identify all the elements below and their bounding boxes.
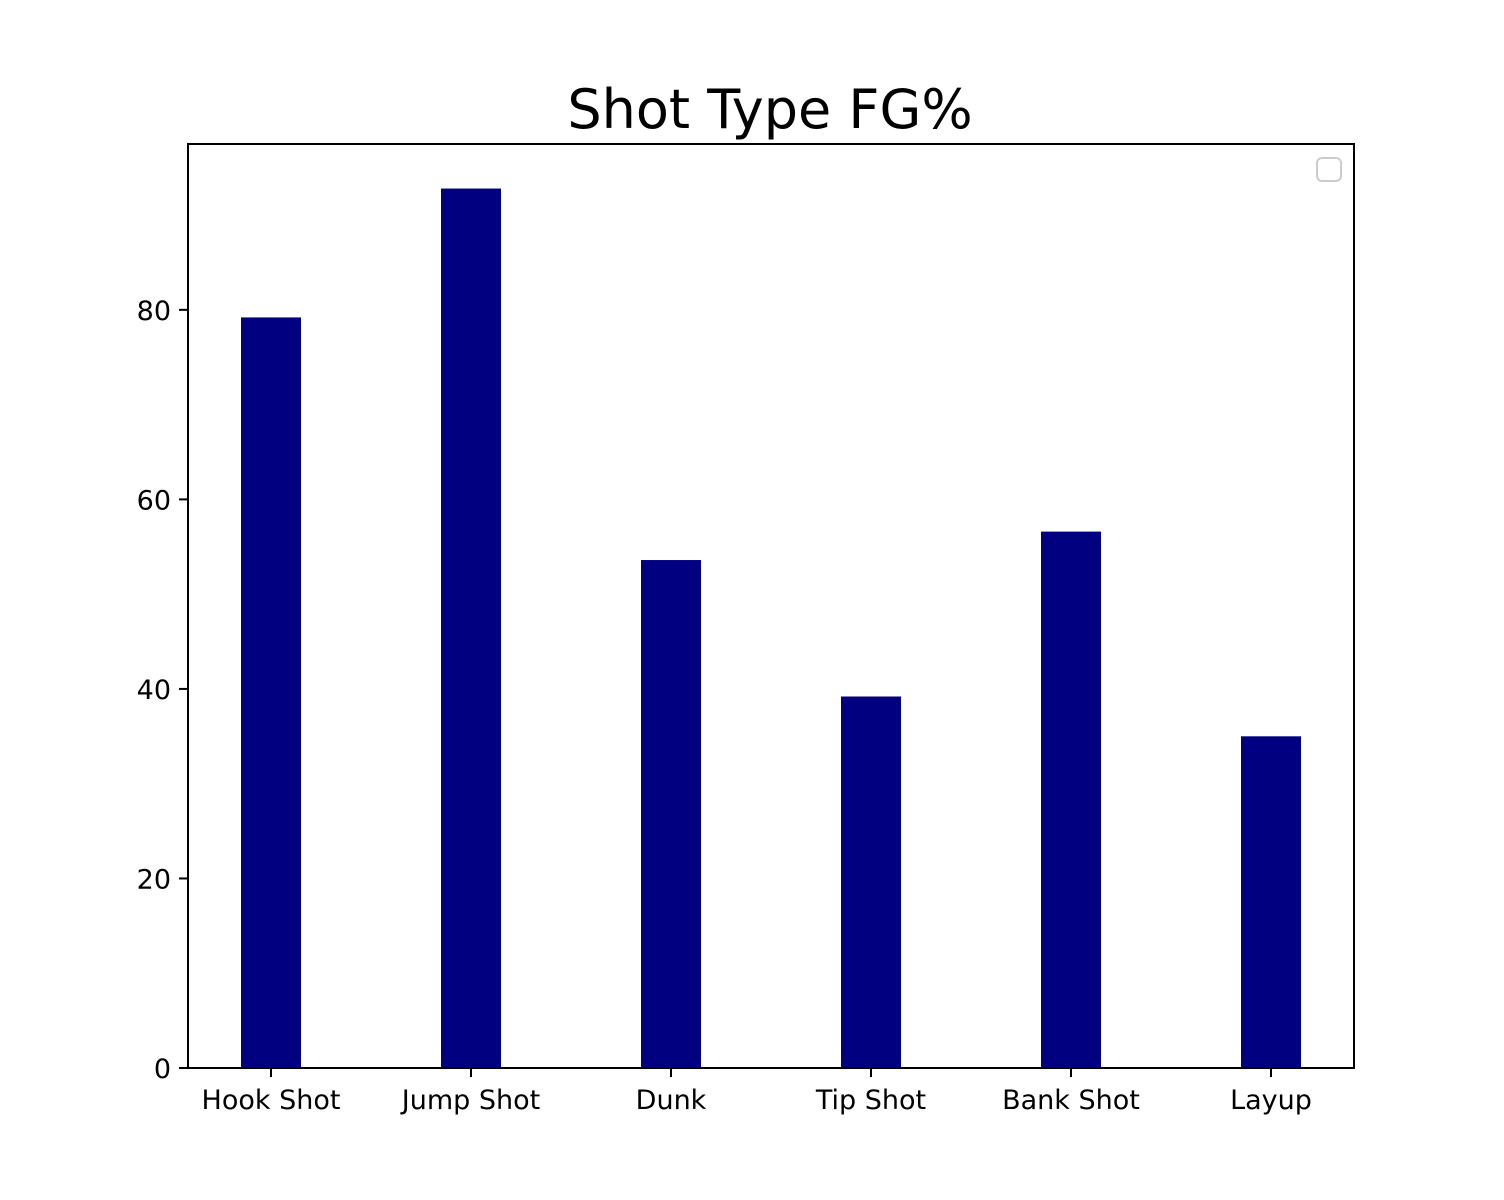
chart-title: Shot Type FG% [567,78,972,141]
x-axis: Hook Shot Jump Shot Dunk Tip Shot Bank Shot L… [202,1068,1312,1116]
y-tick-label: 60 [137,485,171,516]
bar [1241,736,1301,1068]
x-tick-label: Tip Shot [815,1085,926,1116]
legend-box [1316,157,1342,182]
bar [641,560,701,1068]
plot-frame [187,143,1355,1069]
y-tick-label: 0 [154,1054,171,1085]
y-tick-label: 20 [137,864,171,895]
y-tick-label: 80 [137,296,171,327]
bars-group [241,188,1301,1069]
x-tick-label: Jump Shot [400,1085,540,1116]
y-tick-label: 40 [137,675,171,706]
bar [241,317,301,1068]
bar [1041,531,1101,1068]
x-tick-label: Layup [1230,1085,1312,1116]
y-axis: 0 20 40 60 80 [137,296,188,1085]
bar [441,188,501,1069]
x-tick-label: Hook Shot [202,1085,341,1116]
x-tick-label: Dunk [636,1085,707,1116]
bar [841,696,901,1068]
x-tick-label: Bank Shot [1002,1085,1140,1116]
